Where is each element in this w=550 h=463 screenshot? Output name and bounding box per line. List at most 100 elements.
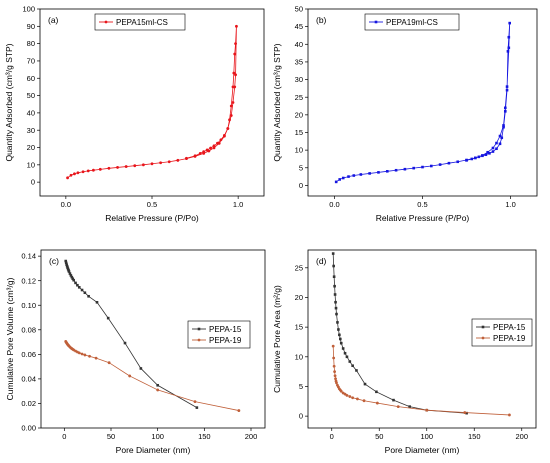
y-axis-label: Cumulative Pore Volume (cm³/g): [5, 277, 15, 400]
series-PEPA15ml-CS: [66, 24, 238, 180]
data-point: [339, 389, 343, 393]
data-point: [95, 300, 99, 304]
data-point: [68, 272, 72, 275]
data-point: [234, 73, 237, 77]
data-point: [216, 141, 219, 145]
data-point: [491, 150, 495, 153]
data-point: [231, 101, 235, 104]
data-point: [232, 71, 236, 75]
x-tick-label: 0: [62, 432, 66, 441]
y-axis-label: Quantity Adsorbed (cm³/g STP): [4, 43, 14, 161]
data-point: [332, 356, 336, 360]
chart-panel-4: 0 50 100 150 200 0 5 10 15 20 25 Pore Diameter (nm)…: [272, 249, 537, 455]
panel-label: (a): [48, 15, 59, 25]
y-tick-label: 35: [295, 58, 303, 67]
data-point: [351, 396, 355, 400]
panel-label: (b): [316, 15, 327, 25]
data-point: [94, 356, 98, 360]
x-tick-label: 100: [151, 432, 164, 441]
data-point: [65, 264, 69, 268]
data-point: [470, 157, 474, 161]
y-tick-label: 15: [295, 323, 303, 332]
data-point: [505, 88, 509, 92]
data-point: [70, 275, 74, 279]
data-point: [403, 167, 407, 171]
data-point: [507, 46, 511, 50]
x-tick-label: 150: [468, 432, 481, 441]
data-point: [106, 316, 110, 320]
series-line: [65, 341, 239, 411]
x-tick-label: 0: [330, 432, 334, 441]
y-tick-label: 100: [22, 5, 35, 14]
y-tick-label: 90: [27, 22, 35, 31]
data-point: [377, 171, 380, 174]
data-point: [339, 341, 343, 345]
data-point: [351, 364, 354, 367]
y-tick-label: 0.02: [21, 399, 36, 408]
series-line: [335, 23, 511, 183]
data-point: [503, 110, 507, 113]
series-PEPA19ml-CS: [334, 21, 511, 184]
y-tick-label: 25: [295, 263, 303, 272]
data-point: [76, 283, 79, 287]
data-point: [343, 351, 347, 355]
data-point: [87, 294, 90, 298]
data-point: [331, 344, 335, 348]
data-point: [66, 266, 69, 269]
data-point: [363, 382, 367, 386]
x-tick-label: 0.5: [147, 200, 157, 209]
data-point: [334, 377, 337, 381]
data-point: [193, 400, 197, 404]
legend-entry: PEPA-15: [493, 323, 526, 332]
data-point: [508, 413, 511, 417]
chart-panel-2: 0.0 0.5 1.0 0 5 10 15 20 25 30 35 40 45 50 Relative Pr…: [272, 5, 538, 223]
y-axis-label: Quantity Adsorbed (cm³/g STP): [272, 43, 282, 161]
series-PEPA-15: [64, 259, 199, 409]
data-point: [77, 351, 81, 355]
data-point: [80, 288, 84, 292]
y-tick-label: 0: [299, 412, 303, 421]
plot-frame: [39, 8, 265, 197]
data-point: [503, 106, 507, 110]
y-tick-label: 10: [295, 146, 303, 155]
x-axis-label: Relative Pressure (P/Po): [376, 213, 470, 223]
data-point: [474, 156, 477, 160]
data-point: [477, 155, 481, 159]
data-point: [488, 152, 491, 155]
panel-label: (d): [316, 256, 327, 266]
x-tick-label: 0.5: [417, 200, 427, 209]
data-point: [202, 150, 206, 154]
chart-panel-3: 0 50 100 150 200 0.00 0.02 0.04 0.06 0.08 0.10 0.12…: [5, 249, 266, 455]
data-point: [368, 172, 371, 175]
x-axis-label: Relative Pressure (P/Po): [105, 213, 199, 223]
x-axis-label: Pore Diameter (nm): [116, 445, 191, 455]
data-point: [465, 411, 468, 415]
data-point: [83, 353, 87, 357]
data-point: [332, 264, 335, 268]
data-point: [359, 173, 363, 176]
series-PEPA-19: [64, 340, 241, 412]
x-tick-label: 200: [515, 432, 528, 441]
y-tick-label: 0.12: [21, 276, 36, 285]
data-point: [356, 397, 359, 401]
y-tick-label: 10: [295, 352, 303, 361]
data-point: [116, 166, 119, 169]
data-point: [133, 164, 137, 168]
data-point: [231, 85, 235, 89]
data-point: [67, 270, 71, 273]
y-tick-label: 30: [295, 75, 303, 84]
data-point: [83, 291, 87, 295]
data-point: [438, 163, 442, 166]
y-tick-label: 20: [27, 143, 35, 152]
series-line: [67, 26, 237, 179]
legend: PEPA15ml-CS: [94, 13, 186, 31]
legend: PEPA19ml-CS: [364, 13, 460, 31]
series-PEPA-15: [331, 252, 468, 415]
data-point: [77, 286, 81, 289]
y-tick-label: 0.00: [21, 424, 36, 433]
data-point: [495, 147, 498, 151]
data-point: [507, 35, 511, 39]
data-point: [425, 408, 429, 412]
y-tick-label: 0.10: [21, 301, 36, 310]
data-point: [463, 411, 467, 414]
